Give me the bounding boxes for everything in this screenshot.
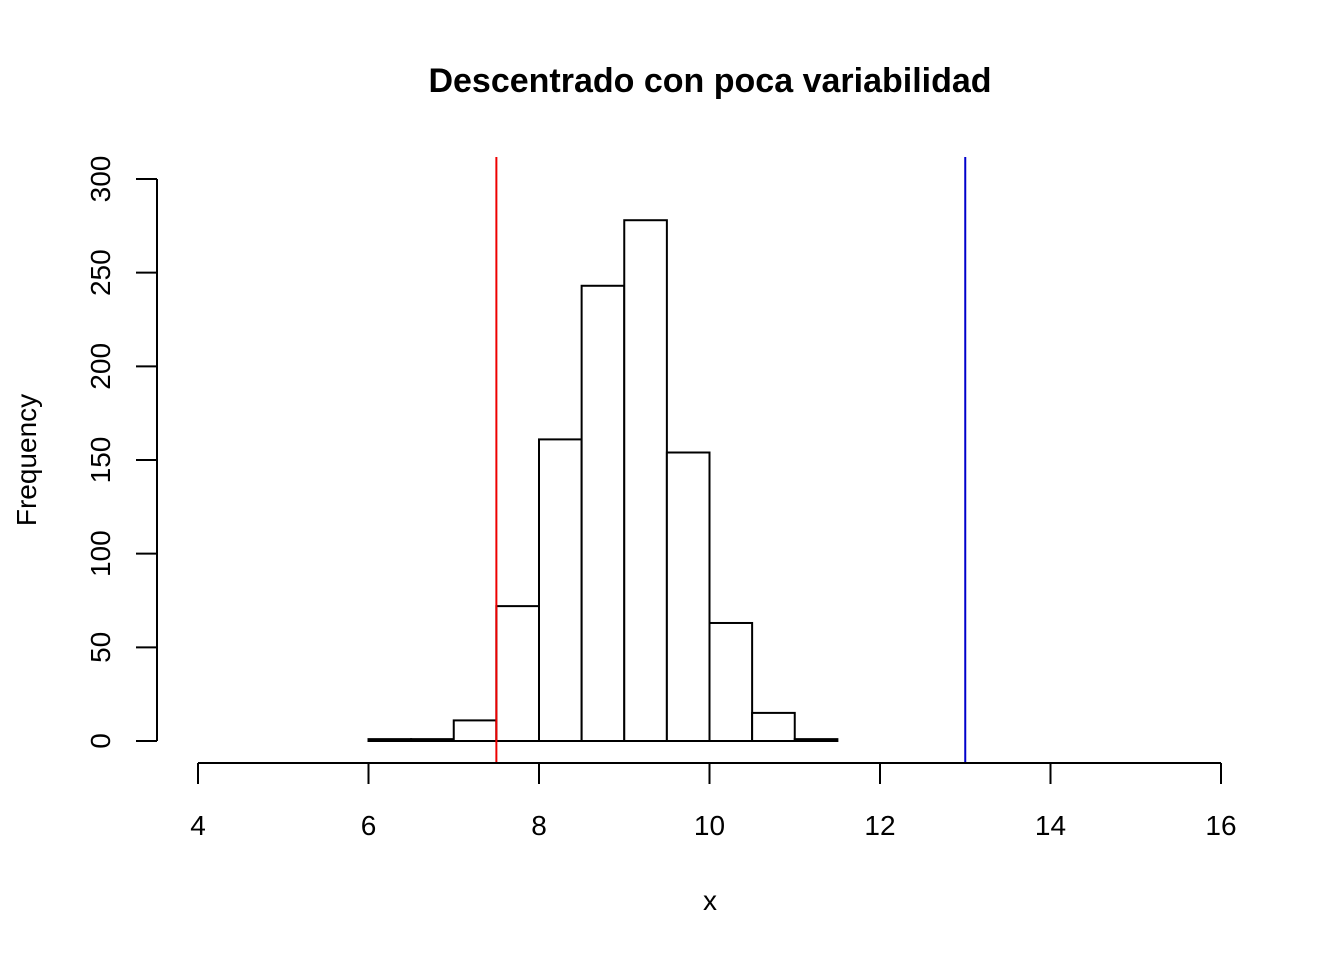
histogram-bar — [623, 219, 668, 743]
y-tick-label: 0 — [85, 733, 116, 749]
histogram-bar — [410, 738, 455, 742]
y-axis-label: Frequency — [11, 394, 42, 526]
y-tick-label: 150 — [85, 437, 116, 484]
histogram-bar — [665, 451, 711, 742]
y-tick-label: 300 — [85, 156, 116, 203]
histogram-bar — [367, 738, 413, 742]
y-tick-label: 100 — [85, 530, 116, 577]
x-tick-label: 6 — [361, 810, 377, 841]
x-tick-label: 14 — [1035, 810, 1066, 841]
histogram-bar — [708, 621, 754, 742]
histogram-bar — [495, 605, 540, 742]
x-tick-label: 10 — [694, 810, 725, 841]
reference-lines-group — [495, 157, 967, 763]
histogram-bar — [538, 438, 583, 742]
x-tick-label: 12 — [864, 810, 895, 841]
y-axis: 0 50 100 150 200 250 300 — [85, 156, 158, 749]
histogram-bar — [751, 711, 796, 743]
histogram-bar — [452, 719, 498, 742]
histogram-bar — [580, 284, 626, 742]
x-tick-label: 16 — [1205, 810, 1236, 841]
x-axis-label: x — [703, 885, 717, 916]
x-tick-label: 4 — [190, 810, 206, 841]
y-tick-label: 250 — [85, 249, 116, 296]
x-tick-label: 8 — [531, 810, 547, 841]
y-tick-label: 50 — [85, 632, 116, 663]
x-axis: 4 6 8 10 12 14 16 — [190, 762, 1237, 841]
y-tick-label: 200 — [85, 343, 116, 390]
histogram-bar — [793, 738, 839, 742]
chart-title: Descentrado con poca variabilidad — [428, 62, 991, 100]
bars-group — [367, 219, 839, 743]
